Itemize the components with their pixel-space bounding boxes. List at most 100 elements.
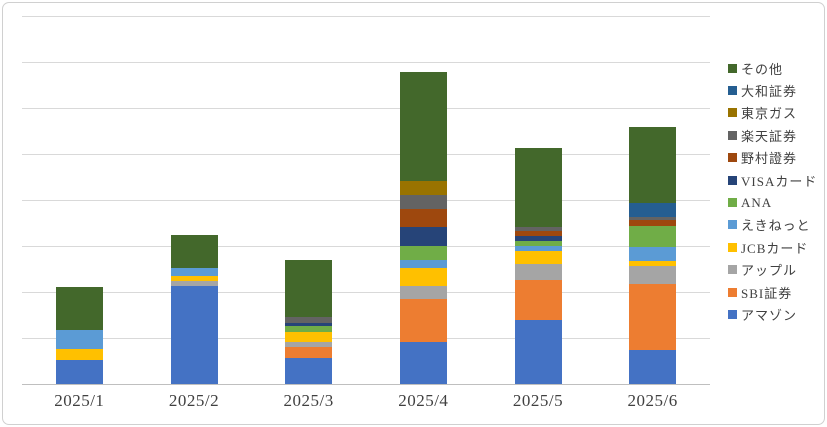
bar-segment-東京ガス	[399, 180, 447, 195]
bar-segment-大和証券	[629, 203, 677, 218]
legend-swatch-icon	[728, 265, 737, 275]
x-axis-label: 2025/5	[512, 391, 564, 410]
bar-segment-その他	[514, 148, 562, 228]
bar-segment-JCBカード	[514, 251, 562, 264]
y-gridline	[22, 108, 710, 109]
legend-label: えきねっと	[741, 218, 811, 234]
bar-segment-その他	[629, 126, 677, 204]
bar-segment-楽天証券	[399, 194, 447, 209]
legend-item-えきねっと: えきねっと	[728, 214, 824, 236]
legend-label: 大和証券	[741, 84, 798, 100]
y-gridline	[22, 62, 710, 63]
bar-segment-SBI証券	[514, 280, 562, 320]
legend-label: アップル	[741, 263, 798, 279]
bar-segment-えきねっと	[629, 246, 677, 261]
y-gridline	[22, 292, 710, 293]
bar-segment-ANA	[629, 226, 677, 247]
bar-segment-野村證券	[399, 208, 447, 228]
legend-item-ANA: ANA	[728, 191, 824, 213]
legend-label: 野村證券	[741, 151, 798, 167]
legend-item-アップル: アップル	[728, 259, 824, 281]
legend-item-楽天証券: 楽天証券	[728, 124, 824, 146]
y-gridline	[22, 338, 710, 339]
bar-segment-その他	[285, 259, 333, 317]
chart-legend: その他大和証券東京ガス楽天証券野村證券 VISAカード ANA えきねっと JCBカード…	[728, 57, 824, 326]
bar-segment-野村證券	[629, 219, 677, 227]
legend-label: SBI証券	[741, 285, 793, 301]
x-axis-label: 2025/2	[168, 391, 220, 410]
bar-segment-JCBカード	[55, 349, 103, 361]
legend-label: アマゾン	[741, 307, 798, 323]
bar-segment-SBI証券	[629, 283, 677, 351]
legend-label: その他	[741, 61, 784, 77]
bar-segment-VISAカード	[399, 227, 447, 246]
legend-item-VISAカード: VISAカード	[728, 169, 824, 191]
bar-segment-アップル	[285, 341, 333, 347]
legend-swatch-icon	[728, 287, 737, 297]
bar-segment-ANA	[399, 245, 447, 261]
legend-swatch-icon	[728, 309, 737, 319]
legend-item-JCBカード: JCBカード	[728, 236, 824, 258]
bar-segment-JCBカード	[170, 275, 218, 282]
bar-segment-アマゾン	[170, 285, 218, 384]
bar-2025-1	[55, 286, 103, 384]
bar-segment-えきねっと	[170, 267, 218, 276]
y-gridline	[22, 246, 710, 247]
x-axis-label: 2025/1	[54, 391, 105, 410]
bar-2025-4	[399, 71, 447, 384]
legend-label: 楽天証券	[741, 128, 798, 144]
legend-item-大和証券: 大和証券	[728, 79, 824, 101]
bar-segment-SBI証券	[285, 346, 333, 359]
legend-swatch-icon	[728, 63, 737, 73]
bar-segment-野村證券	[514, 231, 562, 237]
legend-item-東京ガス: 東京ガス	[728, 102, 824, 124]
bar-segment-楽天証券	[514, 227, 562, 232]
legend-swatch-icon	[728, 86, 737, 96]
legend-label: ANA	[741, 194, 773, 210]
bar-2025-3	[285, 259, 333, 384]
bar-segment-ANA	[514, 240, 562, 246]
legend-item-その他: その他	[728, 57, 824, 79]
bar-segment-アップル	[514, 263, 562, 281]
bar-segment-アマゾン	[399, 342, 447, 384]
y-gridline	[22, 200, 710, 201]
x-axis-line	[22, 384, 710, 385]
legend-item-野村證券: 野村證券	[728, 147, 824, 169]
y-gridline	[22, 154, 710, 155]
bar-segment-えきねっと	[55, 329, 103, 350]
bar-segment-JCBカード	[285, 331, 333, 342]
legend-label: 東京ガス	[741, 106, 798, 122]
bar-segment-ANA	[285, 325, 333, 332]
legend-item-アマゾン: アマゾン	[728, 303, 824, 325]
bar-2025-2	[170, 235, 218, 384]
legend-swatch-icon	[728, 108, 737, 118]
bar-segment-えきねっと	[399, 260, 447, 269]
bar-segment-楽天証券	[629, 217, 677, 220]
legend-swatch-icon	[728, 198, 737, 208]
bar-segment-その他	[399, 71, 447, 181]
legend-swatch-icon	[728, 220, 737, 230]
bar-2025-5	[514, 148, 562, 384]
bar-segment-JCBカード	[399, 268, 447, 286]
bar-segment-VISAカード	[285, 323, 333, 326]
legend-swatch-icon	[728, 153, 737, 163]
legend-label: JCBカード	[741, 240, 809, 256]
legend-item-SBI証券: SBI証券	[728, 281, 824, 303]
bar-2025-6	[629, 126, 677, 384]
bar-segment-楽天証券	[285, 316, 333, 324]
legend-swatch-icon	[728, 242, 737, 252]
legend-swatch-icon	[728, 175, 737, 185]
bar-segment-アマゾン	[285, 358, 333, 384]
legend-label: VISAカード	[741, 173, 818, 189]
bar-segment-SBI証券	[399, 298, 447, 343]
x-axis-label: 2025/3	[283, 391, 334, 410]
bar-segment-アマゾン	[55, 360, 103, 384]
bar-segment-JCBカード	[629, 260, 677, 267]
bar-segment-その他	[170, 235, 218, 268]
x-axis-label: 2025/4	[398, 391, 449, 410]
bar-segment-えきねっと	[514, 245, 562, 252]
x-axis-label: 2025/6	[627, 391, 678, 410]
bar-segment-VISAカード	[514, 236, 562, 241]
legend-swatch-icon	[728, 130, 737, 140]
